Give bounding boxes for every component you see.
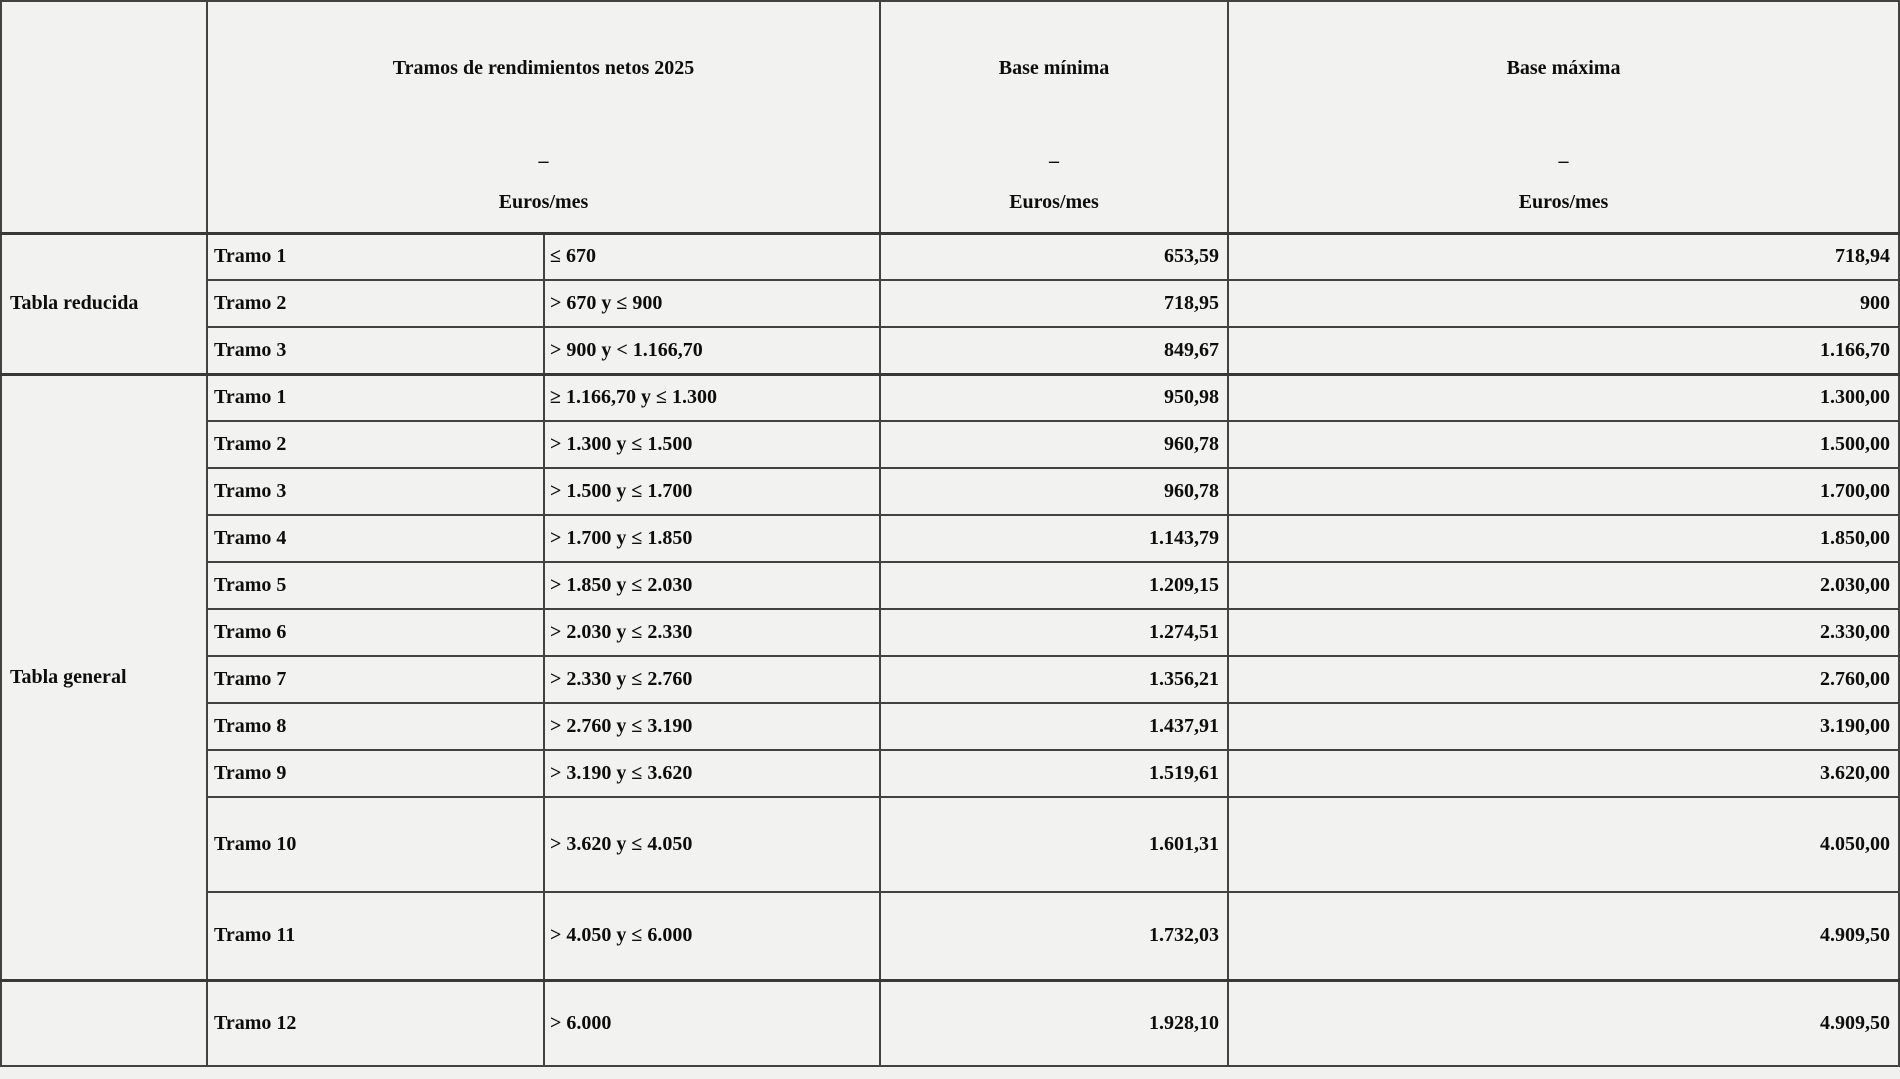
table-row: Tramo 3 > 900 y < 1.166,70 849,67 1.166,… bbox=[1, 326, 1900, 375]
base-min-cell: 849,67 bbox=[879, 326, 1230, 375]
table-row: Tabla reducida Tramo 1 ≤ 670 653,59 718,… bbox=[0, 231, 1900, 375]
base-max-cell: 900 bbox=[1227, 279, 1900, 328]
range-cell: > 1.500 y ≤ 1.700 bbox=[542, 467, 882, 516]
range-cell: > 670 y ≤ 900 bbox=[542, 279, 882, 328]
range-cell: > 6.000 bbox=[542, 978, 882, 1067]
base-min-cell: 718,95 bbox=[879, 279, 1230, 328]
base-min-cell: 1.519,61 bbox=[879, 749, 1230, 798]
base-max-cell: 718,94 bbox=[1227, 231, 1900, 281]
group-label-tabla-reducida: Tabla reducida bbox=[0, 231, 208, 375]
table-row: Tramo 9 > 3.190 y ≤ 3.620 1.519,61 3.620… bbox=[1, 749, 1900, 798]
base-max-cell: 1.166,70 bbox=[1227, 326, 1900, 375]
header-unit-label: Euros/mes bbox=[498, 191, 589, 213]
base-min-cell: 960,78 bbox=[879, 420, 1230, 469]
tramo-cell: Tramo 11 bbox=[206, 891, 545, 981]
table-header-row: Tramos de rendimientos netos 2025 – Euro… bbox=[0, 0, 1900, 235]
header-dash: – bbox=[1558, 150, 1569, 172]
table-row: Tramo 5 > 1.850 y ≤ 2.030 1.209,15 2.030… bbox=[1, 561, 1900, 610]
base-max-cell: 3.190,00 bbox=[1227, 702, 1900, 751]
table-row: Tramo 11 > 4.050 y ≤ 6.000 1.732,03 4.90… bbox=[1, 891, 1900, 981]
range-cell: ≥ 1.166,70 y ≤ 1.300 bbox=[542, 372, 882, 422]
range-cell: > 2.030 y ≤ 2.330 bbox=[542, 608, 882, 657]
base-min-cell: 1.732,03 bbox=[879, 891, 1230, 981]
table-row: Tramo 10 > 3.620 y ≤ 4.050 1.601,31 4.05… bbox=[1, 796, 1900, 893]
base-min-cell: 1.143,79 bbox=[879, 514, 1230, 563]
base-max-cell: 2.760,00 bbox=[1227, 655, 1900, 704]
base-min-cell: 1.274,51 bbox=[879, 608, 1230, 657]
base-max-cell: 1.300,00 bbox=[1227, 372, 1900, 422]
range-cell: > 2.760 y ≤ 3.190 bbox=[542, 702, 882, 751]
base-max-cell: 4.050,00 bbox=[1227, 796, 1900, 893]
header-base-minima-title: Base mínima bbox=[998, 57, 1110, 79]
tramo-cell: Tramo 7 bbox=[206, 655, 545, 704]
group-label-empty bbox=[0, 978, 208, 1067]
tramo-cell: Tramo 10 bbox=[206, 796, 545, 893]
range-cell: > 3.620 y ≤ 4.050 bbox=[542, 796, 882, 893]
base-min-cell: 653,59 bbox=[879, 231, 1230, 281]
table-row: Tramo 3 > 1.500 y ≤ 1.700 960,78 1.700,0… bbox=[1, 467, 1900, 516]
group-label-tabla-general: Tabla general bbox=[0, 372, 208, 981]
header-base-maxima-title: Base máxima bbox=[1506, 57, 1621, 79]
header-dash: – bbox=[1049, 150, 1060, 172]
table-row: Tramo 2 > 670 y ≤ 900 718,95 900 bbox=[1, 279, 1900, 328]
range-cell: > 1.300 y ≤ 1.500 bbox=[542, 420, 882, 469]
tramo-cell: Tramo 6 bbox=[206, 608, 545, 657]
base-max-cell: 1.500,00 bbox=[1227, 420, 1900, 469]
range-cell: > 3.190 y ≤ 3.620 bbox=[542, 749, 882, 798]
tramo-cell: Tramo 2 bbox=[206, 420, 545, 469]
tramo-cell: Tramo 9 bbox=[206, 749, 545, 798]
range-cell: ≤ 670 bbox=[542, 231, 882, 281]
table-row: Tramo 7 > 2.330 y ≤ 2.760 1.356,21 2.760… bbox=[1, 655, 1900, 704]
header-dash: – bbox=[538, 150, 549, 172]
base-max-cell: 2.330,00 bbox=[1227, 608, 1900, 657]
base-max-cell: 2.030,00 bbox=[1227, 561, 1900, 610]
range-cell: > 900 y < 1.166,70 bbox=[542, 326, 882, 375]
base-min-cell: 1.601,31 bbox=[879, 796, 1230, 893]
base-min-cell: 1.356,21 bbox=[879, 655, 1230, 704]
base-min-cell: 1.928,10 bbox=[879, 978, 1230, 1067]
header-base-minima-cell: Base mínima – Euros/mes bbox=[879, 0, 1230, 235]
tramo-cell: Tramo 12 bbox=[206, 978, 545, 1067]
range-cell: > 2.330 y ≤ 2.760 bbox=[542, 655, 882, 704]
header-tramos-cell: Tramos de rendimientos netos 2025 – Euro… bbox=[205, 0, 882, 235]
base-min-cell: 960,78 bbox=[879, 467, 1230, 516]
header-base-maxima-cell: Base máxima – Euros/mes bbox=[1227, 0, 1900, 235]
table-row: Tabla general Tramo 1 ≥ 1.166,70 y ≤ 1.3… bbox=[0, 372, 1900, 981]
tramo-cell: Tramo 2 bbox=[206, 279, 545, 328]
base-min-cell: 1.437,91 bbox=[879, 702, 1230, 751]
header-tramos-title: Tramos de rendimientos netos 2025 bbox=[392, 57, 695, 79]
range-cell: > 1.700 y ≤ 1.850 bbox=[542, 514, 882, 563]
base-min-cell: 1.209,15 bbox=[879, 561, 1230, 610]
base-max-cell: 1.850,00 bbox=[1227, 514, 1900, 563]
table-row: Tramo 6 > 2.030 y ≤ 2.330 1.274,51 2.330… bbox=[1, 608, 1900, 657]
range-cell: > 1.850 y ≤ 2.030 bbox=[542, 561, 882, 610]
tramo-cell: Tramo 8 bbox=[206, 702, 545, 751]
tramo-cell: Tramo 3 bbox=[206, 326, 545, 375]
base-max-cell: 4.909,50 bbox=[1227, 978, 1900, 1067]
base-max-cell: 4.909,50 bbox=[1227, 891, 1900, 981]
base-min-cell: 950,98 bbox=[879, 372, 1230, 422]
header-unit-label: Euros/mes bbox=[1009, 191, 1099, 213]
tramo-cell: Tramo 3 bbox=[206, 467, 545, 516]
table-row: Tramo 2 > 1.300 y ≤ 1.500 960,78 1.500,0… bbox=[1, 420, 1900, 469]
table-row: Tramo 8 > 2.760 y ≤ 3.190 1.437,91 3.190… bbox=[1, 702, 1900, 751]
tramo-cell: Tramo 5 bbox=[206, 561, 545, 610]
header-unit-label: Euros/mes bbox=[1518, 191, 1609, 213]
base-max-cell: 1.700,00 bbox=[1227, 467, 1900, 516]
header-empty-cell bbox=[0, 0, 208, 235]
base-max-cell: 3.620,00 bbox=[1227, 749, 1900, 798]
tramo-cell: Tramo 1 bbox=[206, 231, 545, 281]
table-row: Tramo 12 > 6.000 1.928,10 4.909,50 bbox=[0, 978, 1900, 1067]
tramo-cell: Tramo 4 bbox=[206, 514, 545, 563]
range-cell: > 4.050 y ≤ 6.000 bbox=[542, 891, 882, 981]
table-row: Tramo 4 > 1.700 y ≤ 1.850 1.143,79 1.850… bbox=[1, 514, 1900, 563]
tramo-cell: Tramo 1 bbox=[206, 372, 545, 422]
